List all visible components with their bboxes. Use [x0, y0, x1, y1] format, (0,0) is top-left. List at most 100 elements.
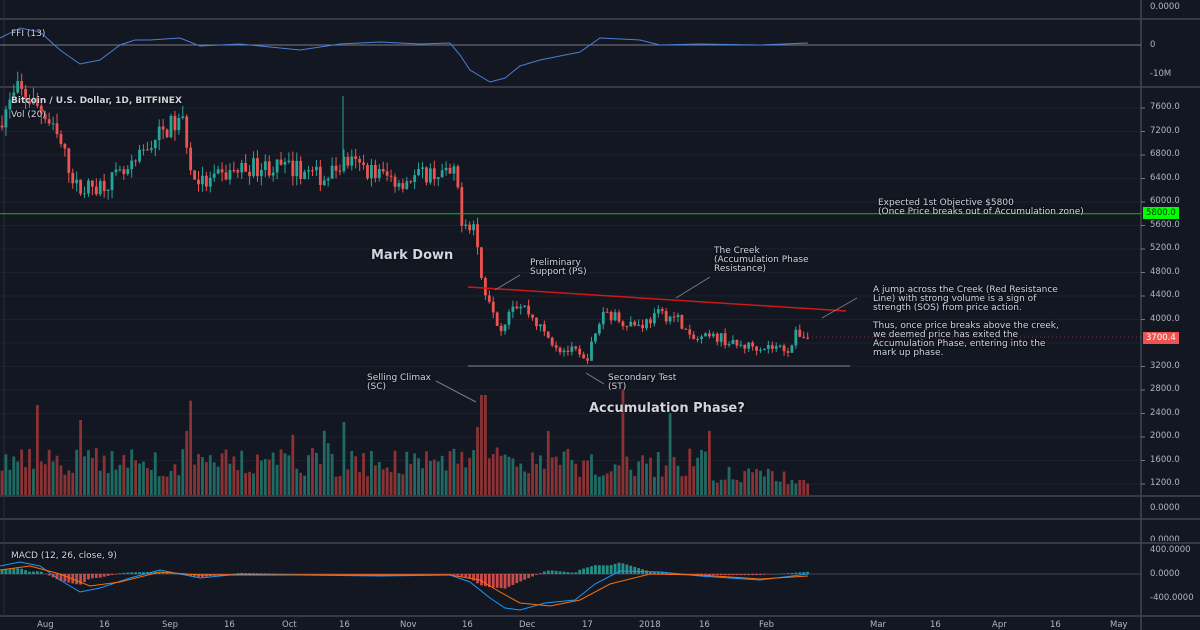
macd-histogram-bar	[613, 563, 617, 574]
candle-body	[130, 160, 134, 170]
volume-bar	[413, 453, 417, 495]
x-tick-label: 17	[582, 620, 593, 630]
candle-body	[570, 346, 574, 352]
macd-histogram-bar	[633, 566, 637, 574]
volume-bar	[248, 471, 251, 495]
volume-bar	[39, 461, 43, 495]
macd-histogram-bar	[362, 574, 365, 575]
macd-histogram-bar	[283, 573, 287, 575]
volume-bar	[562, 451, 566, 495]
macd-histogram-bar	[452, 574, 456, 575]
volume-bar	[574, 463, 578, 495]
macd-histogram-bar	[546, 570, 550, 574]
volume-bar	[802, 480, 806, 495]
candle-body	[4, 109, 8, 128]
macd-histogram-bar	[350, 574, 354, 575]
top-pane-axis-value: 0.0000	[1150, 2, 1180, 12]
volume-bar	[224, 449, 228, 495]
candle-body	[472, 224, 475, 231]
macd-histogram-bar	[656, 571, 660, 574]
macd-histogram-bar	[47, 574, 51, 576]
candle-body	[102, 180, 106, 192]
macd-histogram-bar	[385, 574, 389, 575]
y-tick-label: 7600.0	[1150, 102, 1180, 112]
macd-histogram-bar	[67, 574, 71, 583]
candle-body	[228, 170, 232, 180]
candle-body	[256, 158, 259, 177]
volume-bar	[523, 471, 527, 495]
candle-body	[798, 329, 802, 337]
macd-histogram-bar	[87, 574, 90, 580]
volume-bar	[652, 476, 656, 495]
macd-histogram-bar	[413, 574, 417, 575]
macd-histogram-bar	[763, 574, 766, 575]
macd-histogram-bar	[428, 574, 432, 575]
candle-body	[672, 316, 676, 318]
macd-histogram-bar	[311, 574, 314, 575]
candle-body	[153, 140, 157, 149]
candle-body	[609, 312, 613, 321]
macd-histogram-bar	[480, 574, 483, 586]
macd-histogram-bar	[778, 573, 782, 575]
candle-body	[197, 179, 200, 185]
volume-bar	[232, 456, 236, 495]
candle-body	[224, 172, 228, 180]
candle-body	[645, 319, 648, 329]
candle-body	[193, 170, 196, 180]
macd-histogram-bar	[550, 570, 554, 574]
macd-histogram-bar	[161, 572, 165, 574]
volume-bar	[303, 475, 307, 495]
candle-body	[12, 92, 16, 100]
macd-histogram-bar	[169, 573, 173, 574]
volume-bar	[63, 474, 67, 495]
macd-histogram-bar	[39, 571, 43, 574]
accumulation-annotation: Accumulation Phase?	[589, 401, 745, 416]
objective-annotation: Expected 1st Objective $5800 (Once Price…	[878, 198, 1084, 217]
candle-body	[766, 345, 770, 349]
volume-bar	[432, 459, 436, 495]
volume-bar	[20, 449, 24, 495]
macd-histogram-bar	[535, 574, 538, 575]
candle-body	[32, 97, 35, 105]
candle-body	[574, 346, 578, 349]
x-tick-label: 16	[224, 620, 235, 630]
x-tick-label: Aug	[37, 620, 54, 630]
macd-histogram-bar	[794, 572, 798, 574]
volume-bar	[656, 452, 660, 495]
volume-bar	[770, 471, 774, 495]
macd-histogram-bar	[126, 572, 130, 574]
macd-histogram-bar	[499, 574, 503, 589]
candle-body	[700, 336, 703, 340]
macd-histogram-bar	[149, 571, 153, 574]
macd-histogram-bar	[307, 574, 310, 575]
volume-bar	[747, 468, 751, 495]
candle-body	[503, 324, 507, 332]
macd-histogram-bar	[468, 574, 472, 578]
macd-histogram-bar	[248, 573, 251, 574]
macd-histogram-bar	[448, 574, 452, 575]
candle-body	[806, 337, 810, 339]
macd-histogram-bar	[358, 574, 362, 575]
annotation-pointer	[435, 380, 477, 403]
candle-body	[63, 143, 67, 149]
volume-bar	[428, 460, 432, 495]
candle-body	[586, 358, 589, 361]
volume-bar	[766, 468, 770, 495]
candle-body	[444, 167, 448, 171]
macd-histogram-bar	[334, 574, 338, 575]
candle-body	[680, 314, 684, 329]
pane2-axis: 0.0000	[1150, 535, 1180, 541]
candle-body	[566, 350, 570, 352]
macd-histogram-bar	[440, 574, 444, 575]
volume-bar	[680, 476, 684, 495]
macd-histogram-bar	[464, 574, 468, 578]
candle-body	[684, 328, 688, 330]
macd-histogram-bar	[715, 574, 719, 576]
candle-body	[405, 181, 409, 189]
x-tick-label: Apr	[992, 620, 1007, 630]
volume-bar	[110, 451, 114, 495]
macd-histogram-bar	[507, 574, 511, 587]
candle-body	[425, 167, 428, 183]
volume-bar	[566, 448, 570, 495]
